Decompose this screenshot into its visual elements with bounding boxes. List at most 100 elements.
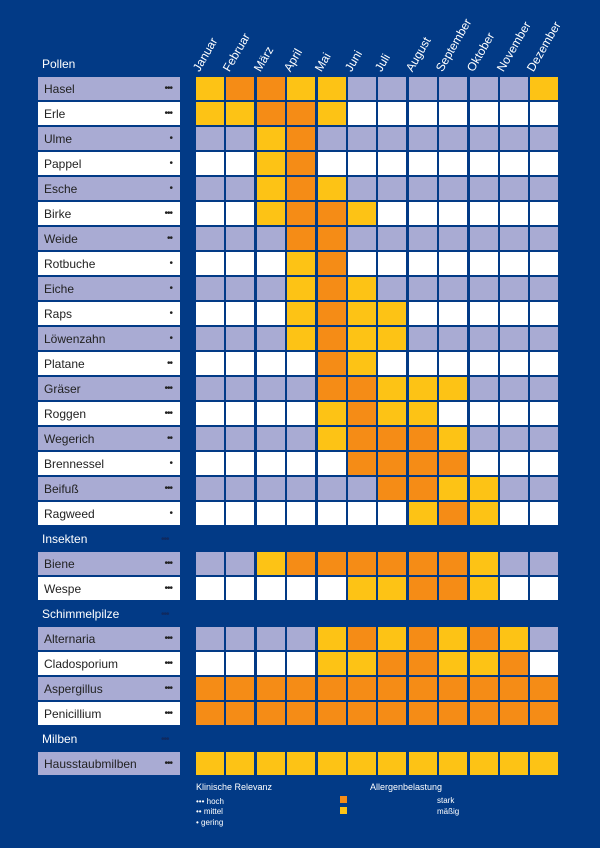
- heat-cell: [439, 202, 468, 225]
- allergen-name: Pappel: [44, 156, 82, 171]
- heat-cell: [500, 277, 528, 300]
- heat-cell: [256, 352, 285, 375]
- heat-cell: [469, 252, 498, 275]
- heat-cell: [378, 627, 407, 650]
- heat-cell: [256, 552, 285, 575]
- heat-cell: [469, 577, 498, 600]
- heat-cell: [500, 577, 528, 600]
- heat-cell: [256, 277, 285, 300]
- relevance-dots: •: [169, 258, 172, 269]
- allergen-name: Wespe: [44, 581, 82, 596]
- heat-cell: [408, 627, 437, 650]
- relevance-dots: •••: [164, 658, 172, 669]
- heat-cell: [439, 452, 468, 475]
- heat-cell: [500, 252, 528, 275]
- heat-cell: [439, 227, 468, 250]
- heat-cell: [530, 352, 559, 375]
- heat-cell: [408, 277, 437, 300]
- heat-cell: [348, 177, 376, 200]
- heat-cell: [287, 302, 316, 325]
- heat-cell: [348, 277, 376, 300]
- heat-cell: [500, 77, 528, 100]
- heat-cell: [348, 752, 376, 775]
- heat-cell: [196, 377, 224, 400]
- allergen-name: Beifuß: [44, 481, 79, 496]
- heat-cell: [317, 77, 346, 100]
- heat-cell: [500, 152, 528, 175]
- heat-cell: [317, 327, 346, 350]
- heat-cell: [500, 677, 528, 700]
- heat-cell: [469, 202, 498, 225]
- allergen-name: Wegerich: [44, 431, 95, 446]
- heat-cell: [378, 577, 407, 600]
- heat-cell: [348, 377, 376, 400]
- heat-cell: [408, 352, 437, 375]
- heat-cell: [256, 752, 285, 775]
- heat-cell: [439, 577, 468, 600]
- relevance-dots: •••: [164, 758, 172, 769]
- relevance-dots: •••: [164, 633, 172, 644]
- heat-cell: [256, 202, 285, 225]
- heat-cell: [408, 152, 437, 175]
- row-label: Weide ••: [38, 227, 180, 250]
- legend-swatch-maessig: [340, 807, 347, 814]
- relevance-dots: •: [169, 508, 172, 519]
- allergen-name: Ragweed: [44, 506, 95, 521]
- heat-cell: [500, 702, 528, 725]
- heat-cell: [287, 152, 316, 175]
- heat-cell: [226, 177, 255, 200]
- heat-cell: [256, 452, 285, 475]
- heat-cell: [408, 702, 437, 725]
- heat-cell: [408, 127, 437, 150]
- heat-cell: [439, 702, 468, 725]
- heat-cell: [439, 677, 468, 700]
- heat-cell: [378, 677, 407, 700]
- heat-cell: [196, 402, 224, 425]
- heat-cell: [348, 627, 376, 650]
- heat-cell: [196, 177, 224, 200]
- heat-cell: [469, 402, 498, 425]
- section-dots: •••: [161, 534, 169, 545]
- heat-cell: [408, 77, 437, 100]
- heat-cell: [317, 227, 346, 250]
- heat-cell: [378, 652, 407, 675]
- heat-cell: [348, 77, 376, 100]
- heat-cell: [287, 477, 316, 500]
- heat-cell: [256, 477, 285, 500]
- heat-cell: [348, 152, 376, 175]
- relevance-dots: •••: [164, 83, 172, 94]
- heat-cell: [317, 177, 346, 200]
- row-label: Eiche •: [38, 277, 180, 300]
- heat-cell: [196, 427, 224, 450]
- allergen-name: Ulme: [44, 131, 73, 146]
- heat-cell: [500, 402, 528, 425]
- section-heading: Insekten: [42, 532, 88, 546]
- heat-cell: [500, 177, 528, 200]
- heat-cell: [287, 677, 316, 700]
- heat-cell: [226, 427, 255, 450]
- heat-cell: [469, 427, 498, 450]
- heat-cell: [408, 477, 437, 500]
- heat-cell: [469, 327, 498, 350]
- relevance-dots: •: [169, 158, 172, 169]
- heat-cell: [378, 227, 407, 250]
- heat-cell: [500, 127, 528, 150]
- heat-cell: [226, 502, 255, 525]
- heat-cell: [348, 252, 376, 275]
- heat-cell: [196, 502, 224, 525]
- heat-cell: [530, 202, 559, 225]
- heat-cell: [287, 752, 316, 775]
- heat-cell: [530, 77, 559, 100]
- heat-cell: [469, 477, 498, 500]
- heat-cell: [378, 502, 407, 525]
- heat-cell: [469, 352, 498, 375]
- allergen-name: Platane: [44, 356, 85, 371]
- heat-cell: [348, 102, 376, 125]
- heat-cell: [530, 652, 559, 675]
- heat-cell: [469, 227, 498, 250]
- relevance-dots: •: [169, 133, 172, 144]
- heat-cell: [196, 627, 224, 650]
- heat-cell: [500, 627, 528, 650]
- heat-cell: [226, 677, 255, 700]
- heat-cell: [378, 177, 407, 200]
